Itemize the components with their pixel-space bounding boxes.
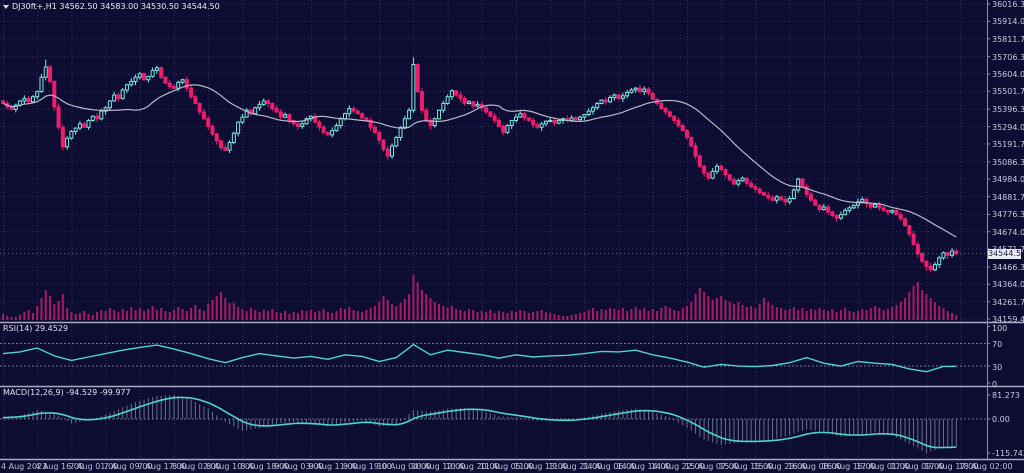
time-axis-label: 7 Aug 17:00: [137, 462, 187, 471]
time-axis-label: 9 Aug 11:00: [308, 462, 358, 471]
macd-indicator-label: MACD(12,26,9) -94.529 -99.977: [3, 388, 131, 397]
time-axis-label: 9 Aug 03:00: [274, 462, 324, 471]
price-axis-label: 34466.30: [992, 263, 1024, 272]
time-axis-label: 7 Aug 09:00: [103, 462, 153, 471]
chart-symbol-marker-icon: [3, 4, 9, 9]
grid-vertical: [3, 0, 962, 459]
price-axis-label: 35914.00: [992, 17, 1024, 27]
time-axis-label: 8 Aug 18:00: [240, 462, 290, 471]
macd-histogram: [2, 394, 957, 454]
price-axis-label: 34261.70: [992, 297, 1024, 307]
time-axis-label: 14 Aug 22:00: [650, 462, 705, 471]
time-axis-label: 14 Aug 14:00: [616, 462, 671, 471]
time-axis-label: 10 Aug 12:00: [411, 462, 466, 471]
time-axis-label: 15 Aug 15:00: [719, 462, 774, 471]
time-axis-label: 15 Aug 23:00: [753, 462, 808, 471]
price-axis-label: 35604.00: [992, 69, 1024, 79]
time-axis-label: 8 Aug 02:00: [172, 462, 221, 471]
volume-series: [2, 275, 958, 320]
time-axis-label: 7 Aug 01:00: [69, 462, 119, 471]
price-axis-label: 34571.70: [992, 245, 1024, 255]
ma-line: [2, 84, 957, 238]
time-axis-label: 17 Aug 09:00: [890, 462, 945, 471]
price-axis-label: 35086.30: [992, 157, 1024, 167]
time-axis-label: 16 Aug 16:00: [821, 462, 876, 471]
rsi-level-lines: [0, 342, 987, 367]
chart-title-text: DJ30ft+,H1 34562.50 34583.00 34530.50 34…: [12, 2, 220, 11]
time-axis-label: 11 Aug 21:00: [548, 462, 603, 471]
macd-signal-line: [2, 396, 957, 449]
time-axis-label: 10 Aug 20:00: [445, 462, 500, 471]
time-axis-label: 11 Aug 05:00: [479, 462, 534, 471]
time-axis-label: 10 Aug 04:00: [377, 462, 432, 471]
rsi-axis-label: 70: [992, 340, 1003, 350]
time-axis-label: 9 Aug 19:00: [343, 462, 392, 471]
time-axis-label: 17 Aug 17:00: [924, 462, 979, 471]
price-axis-label: 34364.00: [992, 280, 1024, 290]
time-axis-label: 11 Aug 13:00: [514, 462, 568, 471]
price-axis-label: 34881.70: [992, 192, 1024, 202]
rsi-axis-label: 100: [992, 323, 1008, 333]
time-axis-label: 17 Aug 01:00: [856, 462, 910, 471]
time-axis-label: 4 Aug 16:00: [35, 462, 85, 471]
price-axis-label: 34159.40: [992, 315, 1024, 325]
price-axis-label: 35501.70: [992, 87, 1024, 97]
rsi-line: [2, 343, 957, 373]
time-axis-label: 8 Aug 10:00: [206, 462, 256, 471]
time-axis-label: 16 Aug 08:00: [787, 462, 842, 471]
macd-axis-label: -115.742: [992, 449, 1024, 459]
price-axis-label: 35294.00: [992, 122, 1024, 132]
chart-title: DJ30ft+,H1 34562.50 34583.00 34530.50 34…: [3, 2, 220, 11]
axis-tick-marks: [987, 3, 990, 454]
time-axis-label: 18 Aug 02:00: [958, 462, 1013, 471]
price-axis-label: 35706.30: [992, 52, 1024, 62]
price-axis-label: 35191.70: [992, 139, 1024, 149]
time-axis-label: 14 Aug 06:00: [582, 462, 637, 471]
rsi-axis-label: 30: [992, 363, 1003, 373]
time-axis-label: 15 Aug 07:00: [685, 462, 739, 471]
price-axis-label: 35811.70: [992, 34, 1024, 44]
macd-axis-label: 81.273: [992, 390, 1020, 400]
price-axis-label: 35396.30: [992, 105, 1024, 115]
price-axis-label: 34984.00: [992, 175, 1024, 185]
candlestick-series: [1, 57, 959, 273]
time-axis-label: 4 Aug 2023: [1, 462, 48, 471]
rsi-axis-label: 0: [992, 380, 998, 389]
price-axis-label: 36016.30: [992, 0, 1024, 10]
grid-horizontal: [0, 3, 987, 320]
macd-axis-label: 0.00: [992, 415, 1010, 424]
price-axis-label: 34674.00: [992, 227, 1024, 237]
rsi-indicator-label: RSI(14) 29.4529: [3, 324, 69, 333]
current-price-tag: 34544.50: [988, 249, 1024, 259]
price-axis-label: 34776.30: [992, 210, 1024, 220]
